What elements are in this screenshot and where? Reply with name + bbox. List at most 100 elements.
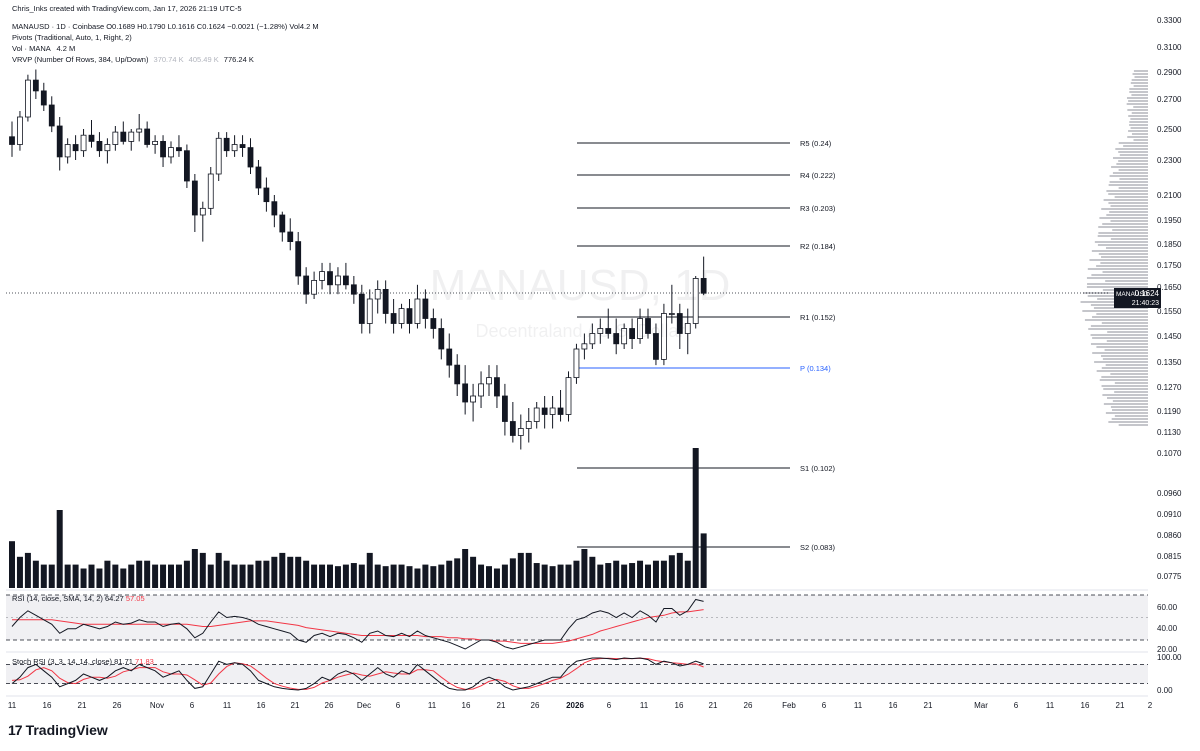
volume-bar (136, 560, 143, 588)
pivot-label: R4 (0.222) (800, 171, 836, 180)
time-axis-label: 26 (531, 701, 540, 710)
candle-body (597, 328, 604, 334)
volume-profile-bar (1123, 145, 1148, 147)
volume-bar (501, 564, 508, 588)
candle-body (104, 144, 111, 152)
volume-bar (645, 564, 651, 588)
candle-body (692, 278, 699, 324)
stoch-d-line (11, 657, 704, 690)
candle-body (470, 395, 477, 403)
vrvp-value-total: 776.24 K (223, 55, 254, 64)
candle-body (231, 144, 238, 152)
volume-profile-bar (1090, 343, 1148, 345)
candle-body (366, 298, 373, 324)
volume-profile-bar (1090, 325, 1148, 327)
price-axis-label: 0.1130 (1157, 428, 1181, 437)
volume-profile-bar (1101, 385, 1148, 387)
volume-profile-bar (1109, 175, 1148, 177)
candle-body (509, 421, 516, 436)
time-axis-label: 6 (190, 701, 195, 710)
time-axis-label: 11 (8, 701, 17, 710)
volume-bar (303, 560, 310, 588)
price-axis-label: 0.1350 (1157, 358, 1182, 367)
volume-profile-bar (1118, 142, 1148, 144)
volume-profile-bar (1098, 226, 1148, 228)
candle-body (144, 128, 151, 145)
volume-profile-bar (1108, 184, 1148, 186)
ohlc-low: 0.1616 (171, 22, 195, 31)
volume-profile-bar (1131, 112, 1148, 114)
volume-profile-bar (1090, 334, 1148, 336)
tradingview-logo[interactable]: 17 TradingView (8, 722, 108, 738)
vrvp-legend[interactable]: VRVP (Number Of Rows, 384, Up/Down) 370.… (12, 55, 254, 65)
candle-body (350, 284, 357, 295)
volume-legend[interactable]: Vol · MANA 4.2 M (12, 44, 75, 54)
volume-bar (533, 563, 540, 588)
vrvp-value-down: 405.49 K (188, 55, 219, 64)
volume-profile-bar (1119, 154, 1148, 156)
volume-bar (605, 563, 612, 588)
volume-bar (358, 564, 365, 588)
candle-body (398, 308, 405, 324)
price-badge-bg (1114, 288, 1161, 308)
volume-bar (470, 556, 477, 588)
volume-bar (565, 564, 572, 588)
time-axis-label: 16 (257, 701, 266, 710)
volume-profile-bar (1112, 400, 1148, 402)
time-axis-label: 21 (78, 701, 87, 710)
rsi-sma-value: 57.05 (125, 594, 145, 603)
volume-profile-bar (1107, 331, 1148, 333)
volume-bar (350, 563, 357, 588)
candle-body (128, 131, 135, 142)
volume-bar (96, 568, 103, 588)
price-axis-label: 0.3300 (1157, 16, 1182, 25)
stoch-axis-label: 0.00 (1157, 686, 1173, 695)
volume-profile-bar (1114, 415, 1148, 417)
stoch-rsi-legend[interactable]: Stoch RSI (3, 3, 14, 14, close) 81.71 71… (12, 657, 154, 666)
volume-profile-bar (1130, 118, 1148, 120)
volume-profile-bar (1107, 397, 1148, 399)
candle-body (17, 116, 23, 145)
volume-bar (40, 564, 47, 588)
price-axis-label: 0.2100 (1157, 191, 1182, 200)
time-axis-label: 21 (1116, 701, 1125, 710)
volume-profile-bar (1114, 391, 1148, 393)
volume-bar (168, 564, 174, 588)
time-axis-label: Mar (974, 701, 988, 710)
volume-bar (406, 566, 413, 588)
candle-body (32, 79, 39, 92)
volume-bar (16, 556, 23, 588)
volume-profile-bar (1131, 94, 1148, 96)
candle-body (653, 333, 659, 360)
rsi-sma-line (12, 609, 704, 644)
volume-profile-bar (1131, 79, 1148, 81)
volume-bar (342, 564, 349, 588)
time-axis-label: 11 (428, 701, 437, 710)
volume-profile-bar (1109, 211, 1148, 213)
candle-body (438, 328, 445, 350)
pivots-legend[interactable]: Pivots (Traditional, Auto, 1, Right, 2) (12, 33, 132, 42)
time-axis-label: 16 (889, 701, 898, 710)
volume-bar (80, 568, 87, 588)
candle-body (279, 214, 286, 233)
time-axis-label: Nov (150, 701, 164, 710)
candle-body (9, 136, 15, 145)
volume-profile-bar (1129, 121, 1148, 123)
volume-profile-bar (1133, 139, 1148, 141)
volume-bar (374, 564, 381, 588)
volume-bar (215, 552, 222, 588)
pivot-label: R1 (0.152) (800, 313, 836, 322)
candle-body (494, 377, 500, 397)
candle-body (335, 275, 341, 286)
time-axis-label: 6 (396, 701, 401, 710)
candle-body (239, 144, 246, 148)
volume-bar (271, 556, 278, 588)
symbol-legend: MANAUSD · 1D · Coinbase O0.1689 H0.1790 … (12, 22, 319, 32)
candle-body (311, 279, 318, 295)
price-badge-countdown: 21:40:23 (1132, 300, 1159, 307)
candle-body (88, 134, 95, 142)
rsi-legend[interactable]: RSI (14, close, SMA, 14, 2) 64.27 57.05 (12, 594, 145, 603)
symbol-line: MANAUSD · 1D · Coinbase (12, 22, 105, 31)
volume-bar (486, 566, 492, 588)
